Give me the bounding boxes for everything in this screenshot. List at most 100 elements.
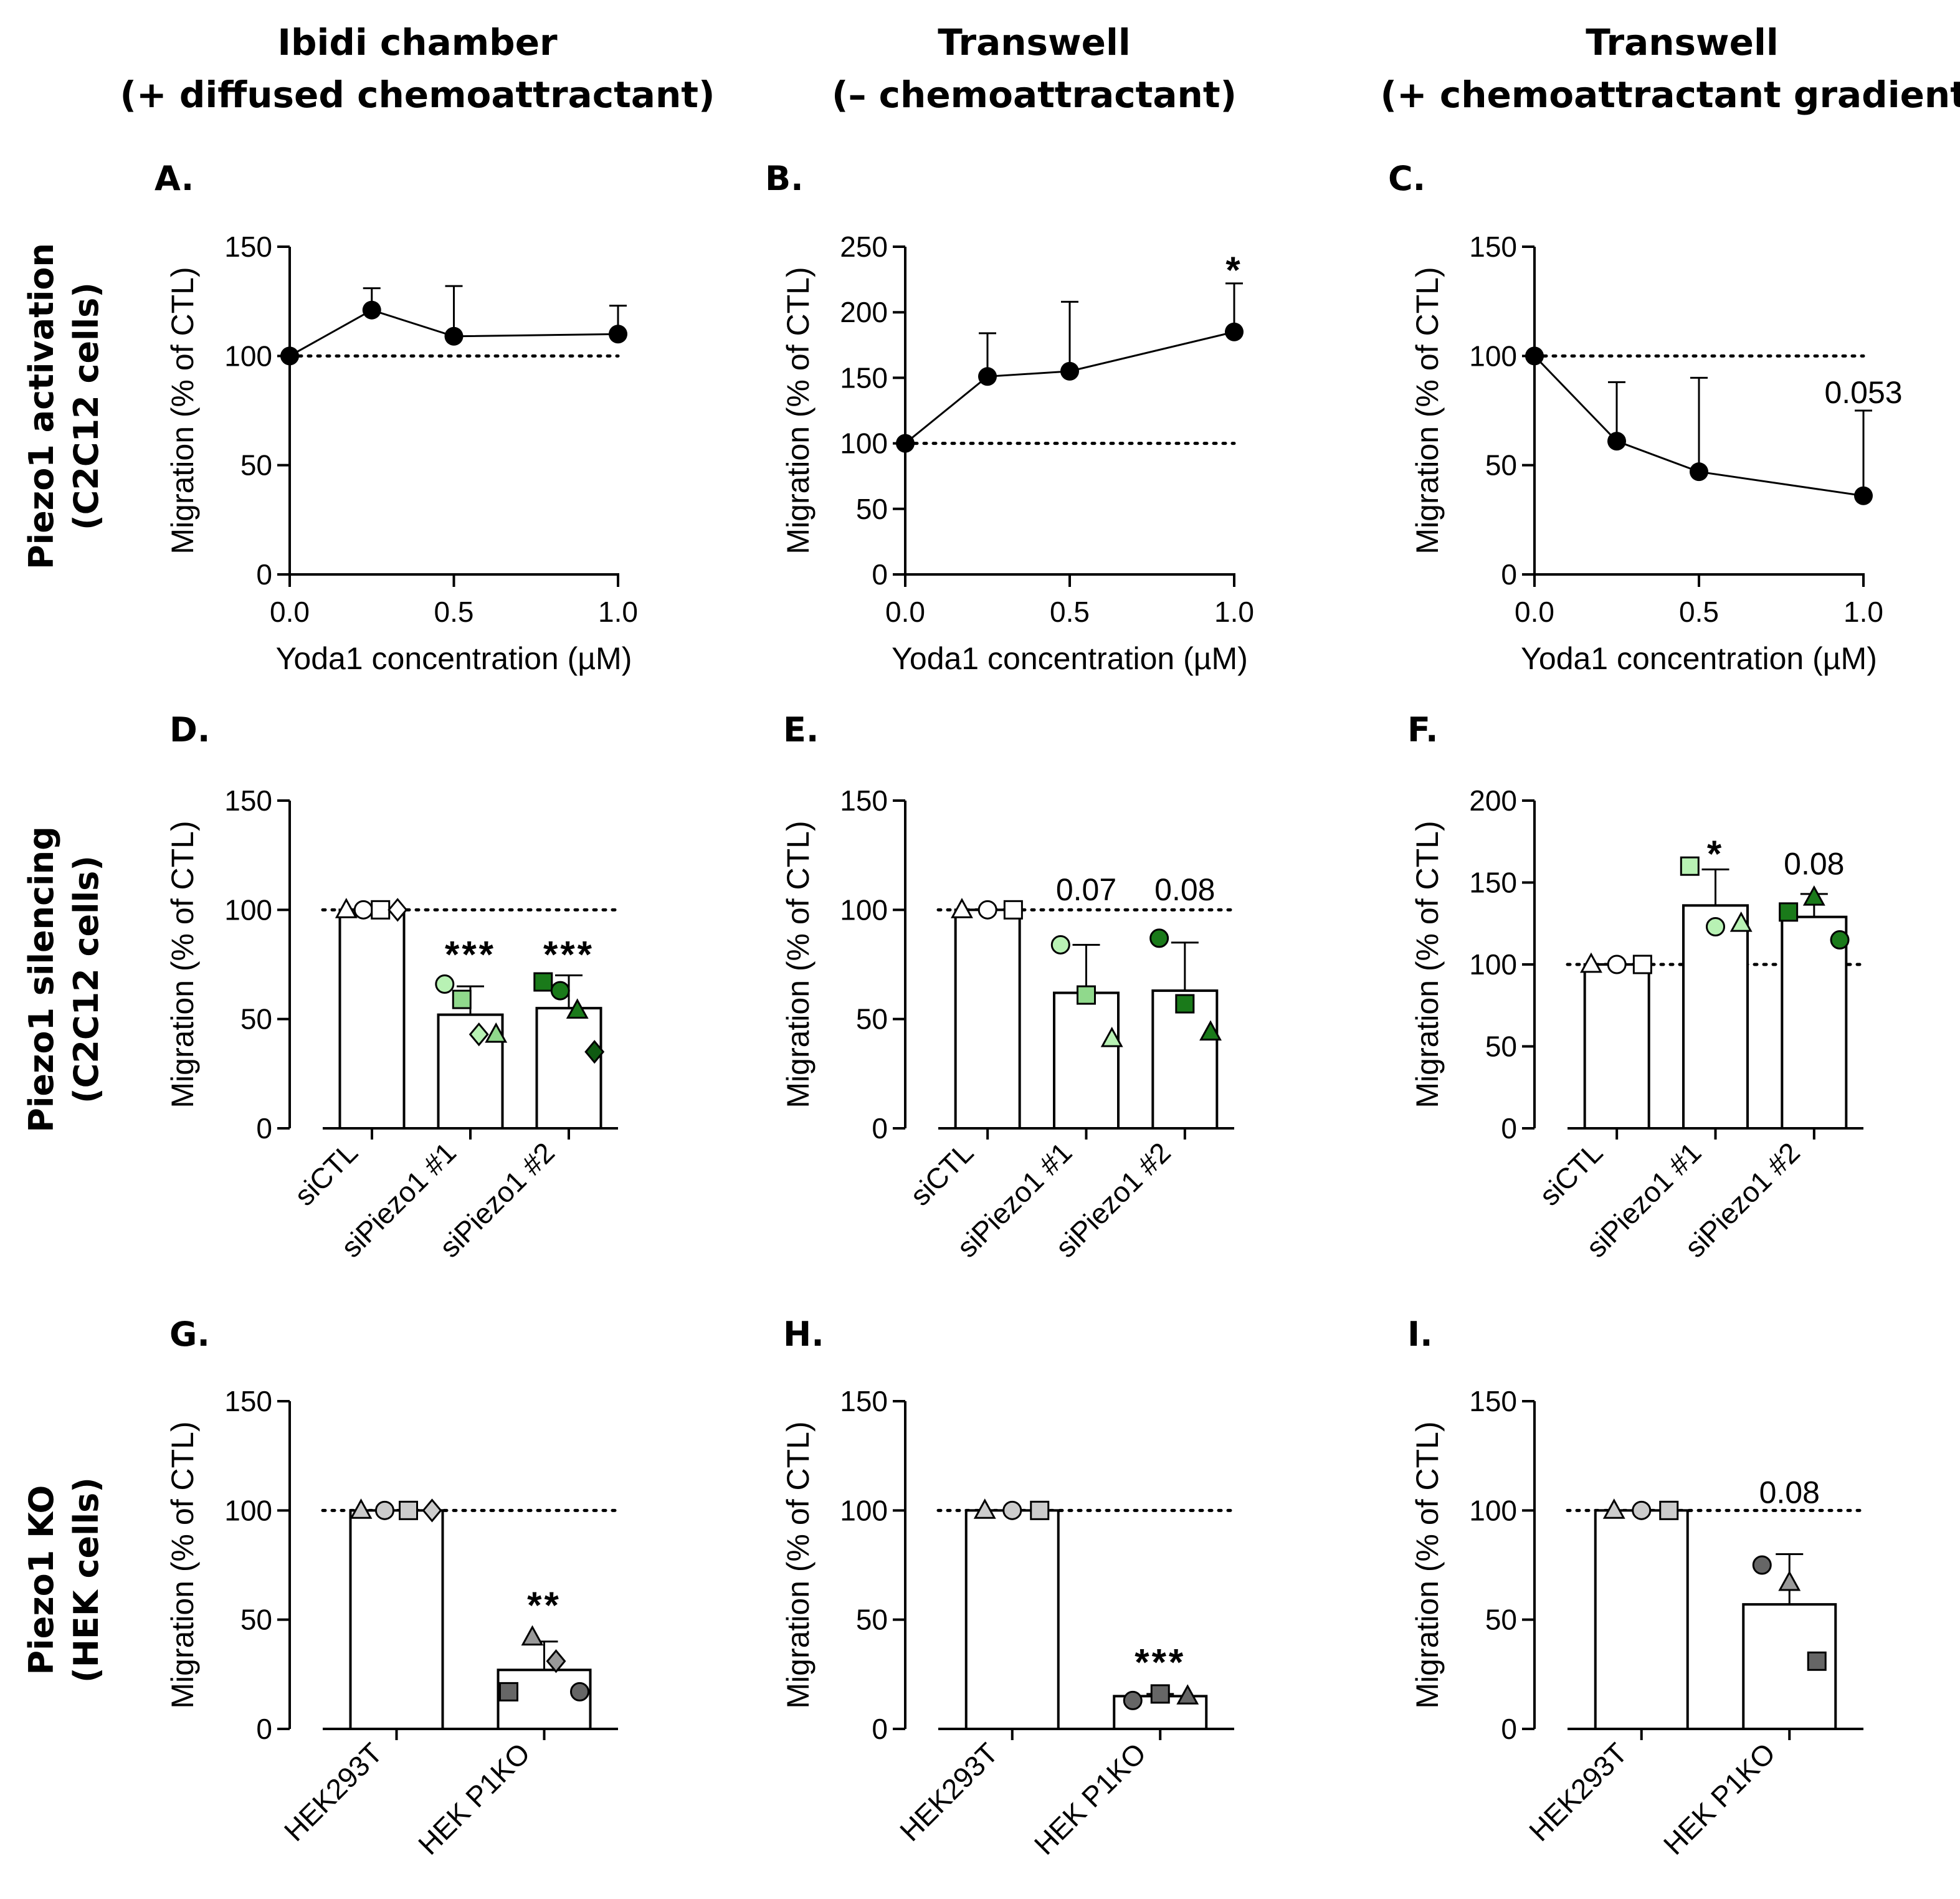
- row-label-3-line2: (HEK cells): [67, 1477, 106, 1683]
- significance-label: 0.08: [1784, 847, 1844, 882]
- panel-letter: A.: [155, 159, 194, 198]
- replicate-point: [1659, 1500, 1679, 1520]
- replicate-point: [1807, 1651, 1827, 1671]
- replicate-point: [388, 898, 408, 922]
- y-tick-label: 150: [224, 1385, 272, 1417]
- x-tick-label: 1.0: [598, 596, 638, 628]
- x-tick-label: HEK P1KO: [1028, 1736, 1152, 1860]
- replicate-point: [1632, 1500, 1652, 1520]
- replicate-point: [350, 1498, 373, 1519]
- replicate-point: [533, 972, 553, 992]
- data-point: [280, 346, 299, 366]
- y-tick-label: 150: [840, 1385, 888, 1417]
- bar: [1682, 904, 1749, 1130]
- x-tick-label: siCTL: [1533, 1136, 1609, 1212]
- replicate-point: [1830, 930, 1850, 950]
- replicate-point: [550, 981, 570, 1001]
- x-tick-label: HEK293T: [893, 1736, 1004, 1847]
- y-tick-label: 0: [1501, 1713, 1517, 1745]
- replicate-point: [469, 1022, 489, 1047]
- significance-label: ***: [543, 933, 594, 975]
- y-tick-label: 250: [840, 231, 888, 263]
- y-axis-label: Migration (% of CTL): [781, 821, 816, 1108]
- replicate-point: [521, 1625, 544, 1646]
- replicate-point: [584, 1040, 605, 1064]
- replicate-point: [1175, 994, 1195, 1014]
- replicate-point: [1003, 900, 1023, 920]
- y-tick-label: 50: [1485, 449, 1517, 482]
- y-axis-label: Migration (% of CTL): [1410, 1421, 1445, 1708]
- column-title-2-line2: (– chemoattractant): [832, 74, 1237, 116]
- panel-c: C. 0 50 100 150 Migration (% of CTL) 0.0 0.5 1.0…: [1388, 159, 1903, 676]
- y-tick-label: 150: [1469, 231, 1517, 263]
- significance-label: ***: [445, 933, 496, 975]
- series-line: [289, 309, 619, 357]
- y-tick-label: 150: [840, 361, 888, 394]
- data-point: [1060, 361, 1079, 381]
- replicate-point: [422, 1498, 442, 1523]
- replicate-point: [1778, 1570, 1801, 1591]
- row-label-2: Piezo1 silencing (C2C12 cells): [22, 826, 106, 1132]
- data-point: [1225, 322, 1244, 341]
- y-tick-label: 100: [840, 893, 888, 926]
- replicate-point: [1199, 1020, 1222, 1041]
- replicate-point: [1680, 856, 1700, 876]
- row-label-2-line1: Piezo1 silencing: [22, 826, 61, 1132]
- row-label-1-line1: Piezo1 activation: [22, 243, 61, 569]
- column-title-3-line2: (+ chemoattractant gradient): [1381, 74, 1960, 116]
- row-label-1-line2: (C2C12 cells): [67, 282, 106, 530]
- data-point: [609, 325, 627, 344]
- replicate-point: [546, 1649, 566, 1673]
- y-axis-label: Migration (% of CTL): [781, 1421, 816, 1708]
- y-tick-label: 50: [856, 1604, 888, 1636]
- panel-b: B. 0 50 100 150 200 250 Migration (% of CTL) 0.0…: [765, 159, 1254, 676]
- y-tick-label: 100: [1469, 948, 1517, 981]
- y-tick-label: 50: [240, 1003, 272, 1035]
- x-tick-label: HEK P1KO: [412, 1736, 536, 1860]
- panel-letter: E.: [783, 710, 819, 750]
- x-tick-label: 0.5: [434, 596, 474, 628]
- bar: [338, 908, 406, 1130]
- replicate-point: [978, 900, 997, 920]
- significance-label: 0.053: [1824, 375, 1902, 410]
- x-tick-label: 1.0: [1843, 596, 1883, 628]
- replicate-point: [1050, 935, 1070, 954]
- y-axis-label: Migration (% of CTL): [165, 267, 200, 554]
- bar: [964, 1509, 1060, 1730]
- replicate-point: [435, 974, 455, 994]
- replicate-point: [1077, 985, 1096, 1005]
- y-axis-label: Migration (% of CTL): [165, 1421, 200, 1708]
- x-tick-label: HEK293T: [278, 1736, 389, 1847]
- x-tick-label: 0.0: [1515, 596, 1554, 628]
- replicate-point: [951, 898, 973, 918]
- data-point: [978, 367, 997, 386]
- bar: [1594, 1509, 1689, 1730]
- significance-label: ***: [1135, 1641, 1186, 1683]
- x-tick-label: 0.5: [1050, 596, 1090, 628]
- data-point: [1854, 486, 1873, 505]
- replicate-point: [375, 1500, 394, 1520]
- significance-label: 0.08: [1154, 872, 1215, 907]
- y-tick-label: 0: [1501, 1112, 1517, 1145]
- replicate-point: [1150, 1684, 1170, 1704]
- replicate-point: [1706, 917, 1725, 937]
- y-tick-label: 100: [840, 427, 888, 460]
- panel-letter: H.: [783, 1315, 824, 1354]
- row-label-2-line2: (C2C12 cells): [67, 855, 106, 1103]
- y-tick-label: 50: [856, 493, 888, 525]
- replicate-point: [1632, 954, 1652, 974]
- column-title-3: Transwell (+ chemoattractant gradient): [1381, 21, 1960, 116]
- column-title-2-line1: Transwell: [938, 21, 1130, 64]
- replicate-point: [485, 1022, 508, 1043]
- panel-letter: F.: [1407, 710, 1438, 750]
- data-point: [896, 434, 915, 453]
- data-point: [444, 326, 464, 346]
- replicate-point: [1802, 885, 1825, 906]
- replicate-point: [1002, 1500, 1022, 1520]
- replicate-point: [973, 1498, 996, 1519]
- y-tick-label: 0: [256, 558, 272, 591]
- data-point: [1690, 462, 1708, 482]
